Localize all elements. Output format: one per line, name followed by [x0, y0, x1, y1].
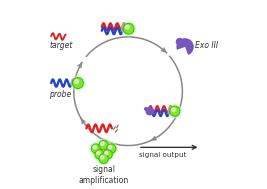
Circle shape — [176, 38, 194, 56]
Circle shape — [103, 150, 112, 159]
Circle shape — [97, 139, 110, 151]
Circle shape — [97, 151, 100, 155]
Text: Exo III: Exo III — [195, 41, 219, 50]
Circle shape — [125, 25, 129, 29]
Circle shape — [101, 142, 104, 145]
Circle shape — [75, 80, 78, 83]
Circle shape — [97, 153, 110, 165]
Text: signal output: signal output — [139, 152, 186, 158]
Circle shape — [101, 156, 104, 159]
Text: probe: probe — [49, 90, 72, 99]
Circle shape — [121, 22, 136, 36]
Circle shape — [72, 78, 83, 88]
Circle shape — [176, 38, 184, 46]
Circle shape — [99, 140, 108, 150]
Circle shape — [105, 151, 108, 155]
Circle shape — [107, 144, 116, 153]
Circle shape — [144, 107, 148, 111]
Circle shape — [108, 146, 112, 149]
Circle shape — [95, 150, 104, 159]
Circle shape — [172, 108, 175, 111]
Circle shape — [105, 143, 117, 155]
Circle shape — [91, 144, 101, 153]
Circle shape — [90, 143, 102, 155]
Wedge shape — [176, 47, 188, 56]
Circle shape — [93, 146, 96, 149]
Circle shape — [123, 23, 134, 34]
Circle shape — [146, 107, 154, 115]
Circle shape — [71, 76, 85, 90]
Circle shape — [99, 154, 108, 163]
Text: signal
amplification: signal amplification — [78, 165, 129, 185]
Circle shape — [170, 106, 180, 116]
Circle shape — [168, 105, 181, 118]
Circle shape — [93, 148, 106, 160]
Text: target: target — [49, 41, 73, 50]
Circle shape — [101, 148, 114, 160]
